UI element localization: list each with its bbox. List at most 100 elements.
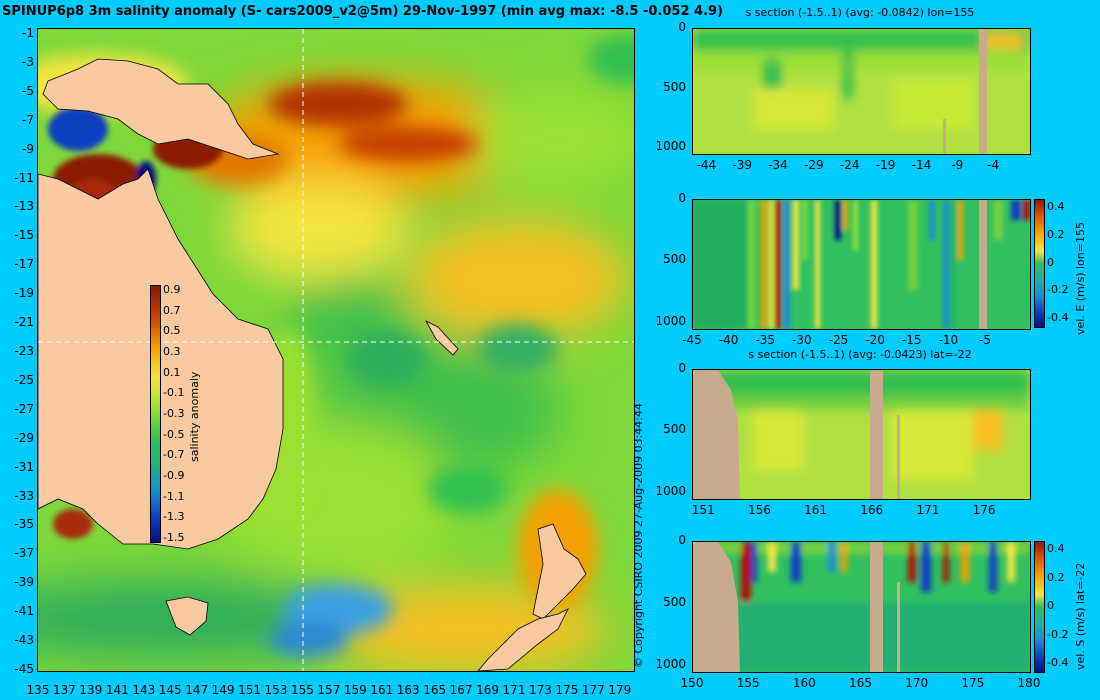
map-colorbar-tick: -0.3 <box>163 407 185 420</box>
map-x-tick: 157 <box>317 683 341 697</box>
map-y-tick: -29 <box>14 430 34 445</box>
map-x-tick: 179 <box>608 683 632 697</box>
map-colorbar-tick: -0.1 <box>163 386 185 400</box>
map-x-tick: 137 <box>52 683 76 697</box>
map-y-tick: -37 <box>14 546 34 561</box>
p1-y-tick: 1000 <box>655 139 686 154</box>
section-panel-3-svg <box>693 370 1030 499</box>
map-y-tick: -5 <box>22 83 34 98</box>
velocity-panel-2-svg <box>693 200 1030 329</box>
map-y-tick: -21 <box>14 315 34 330</box>
map-y-tick: -39 <box>14 575 34 590</box>
p3-x-tick: 166 <box>860 503 884 517</box>
map-colorbar-tick: 0.1 <box>163 365 181 379</box>
p1-x-tick: -39 <box>732 158 752 172</box>
map-y-tick: -41 <box>14 604 34 619</box>
map-x-tick: 139 <box>79 683 103 697</box>
panel1-title: s section (-1.5..1) (avg: -0.0842) lon=1… <box>745 6 975 19</box>
p2-x-tick: -30 <box>792 333 812 347</box>
map-y-tick: -15 <box>14 228 34 243</box>
map-y-tick: -45 <box>14 662 34 676</box>
p4-x-tick: 170 <box>905 676 929 690</box>
map-colorbar-tick: -0.7 <box>163 448 185 462</box>
p1-x-tick: -34 <box>768 158 788 172</box>
p1-x-tick: -4 <box>987 158 1000 172</box>
p2-x-tick: -10 <box>938 333 959 347</box>
nz-north <box>532 523 587 620</box>
map-y-tick: -31 <box>14 459 34 474</box>
section-panel-1-svg <box>693 29 1030 154</box>
p1-x-tick: -14 <box>911 158 932 172</box>
panel2-colorbar-label: vel. E (m/s) lon=155 <box>1074 222 1087 335</box>
p1-x-tick: -29 <box>804 158 824 172</box>
map-x-tick: 161 <box>370 683 394 697</box>
map-colorbar-tick: -1.3 <box>163 510 185 524</box>
p4-x-tick: 155 <box>736 676 760 690</box>
p1-y-tick: 0 <box>678 20 686 34</box>
p4-y-tick: 500 <box>663 594 686 609</box>
map-colorbar-tick: -0.5 <box>163 427 185 441</box>
map-y-tick: -1 <box>22 26 34 40</box>
p1-x-tick: -44 <box>696 158 717 172</box>
p4-colorbar-tick: 0 <box>1047 599 1054 612</box>
p1-x-tick: -9 <box>951 158 964 172</box>
p3-x-tick: 151 <box>691 503 715 517</box>
map-x-tick: 171 <box>502 683 526 697</box>
map-y-tick: -3 <box>22 54 34 69</box>
p4-x-tick: 165 <box>849 676 872 690</box>
map-y-tick: -25 <box>14 372 34 387</box>
p4-x-tick: 180 <box>1017 676 1041 690</box>
p4-colorbar-tick: 0.4 <box>1047 542 1065 555</box>
p1-x-tick: -24 <box>839 158 860 172</box>
map-colorbar-tick: -1.1 <box>163 489 185 503</box>
map-x-tick: 151 <box>238 683 261 697</box>
p2-colorbar-tick: -0.2 <box>1047 283 1069 297</box>
map-y-tick: -11 <box>14 170 34 185</box>
nz-south <box>477 608 569 671</box>
map-y-tick: -33 <box>14 488 34 503</box>
p3-y-tick: 1000 <box>655 483 686 498</box>
map-y-tick: -7 <box>22 112 34 127</box>
p2-y-tick: 0 <box>678 191 686 205</box>
map-y-tick: -17 <box>14 257 34 272</box>
map-colorbar <box>150 285 161 543</box>
page-title: SPINUP6p8 3m salinity anomaly (S- cars20… <box>2 4 723 19</box>
salinity-map-svg <box>38 29 634 671</box>
map-y-tick: -19 <box>14 286 34 301</box>
p3-x-tick: 171 <box>916 503 940 517</box>
map-colorbar-tick: 0.7 <box>163 303 181 317</box>
velocity-panel-2 <box>692 199 1031 330</box>
map-x-tick: 135 <box>26 683 50 697</box>
map-colorbar-tick: -0.9 <box>163 469 185 482</box>
p4-colorbar-tick: 0.2 <box>1047 570 1065 584</box>
map-y-tick: -43 <box>14 633 34 648</box>
p2-y-tick: 500 <box>663 252 686 267</box>
p4-y-tick: 1000 <box>655 656 686 671</box>
map-x-tick: 169 <box>476 683 499 697</box>
p4-x-tick: 160 <box>792 676 816 690</box>
p2-x-tick: -5 <box>979 333 992 347</box>
p2-x-tick: -25 <box>828 333 849 347</box>
map-x-tick: 167 <box>449 683 473 697</box>
section-panel-3 <box>692 369 1031 500</box>
p1-x-tick: -19 <box>875 158 896 172</box>
map-x-tick: 149 <box>211 683 235 697</box>
p2-colorbar-tick: 0.2 <box>1047 227 1065 241</box>
copyright-text: © Copyright CSIRO 2009 27-Aug-2009 03:44… <box>632 402 645 668</box>
map-y-tick: -27 <box>14 401 34 416</box>
panel3-title: s section (-1.5..1) (avg: -0.0423) lat=-… <box>748 348 972 361</box>
map-y-tick: -35 <box>14 517 34 532</box>
p3-x-tick: 161 <box>804 503 828 517</box>
map-x-tick: 173 <box>528 683 552 697</box>
p2-x-tick: -40 <box>718 333 739 347</box>
velocity-panel-4-svg <box>693 542 1030 672</box>
p4-colorbar-tick: -0.2 <box>1047 627 1069 641</box>
new-guinea <box>42 58 280 160</box>
p3-x-tick: 176 <box>972 503 996 517</box>
map-x-tick: 159 <box>343 683 367 697</box>
map-colorbar-label: salinity anomaly <box>188 371 201 462</box>
p4-colorbar-tick: -0.4 <box>1047 656 1069 669</box>
p2-colorbar-tick: 0.4 <box>1047 200 1065 213</box>
map-x-tick: 175 <box>555 683 579 697</box>
map-y-tick: -13 <box>14 199 34 214</box>
